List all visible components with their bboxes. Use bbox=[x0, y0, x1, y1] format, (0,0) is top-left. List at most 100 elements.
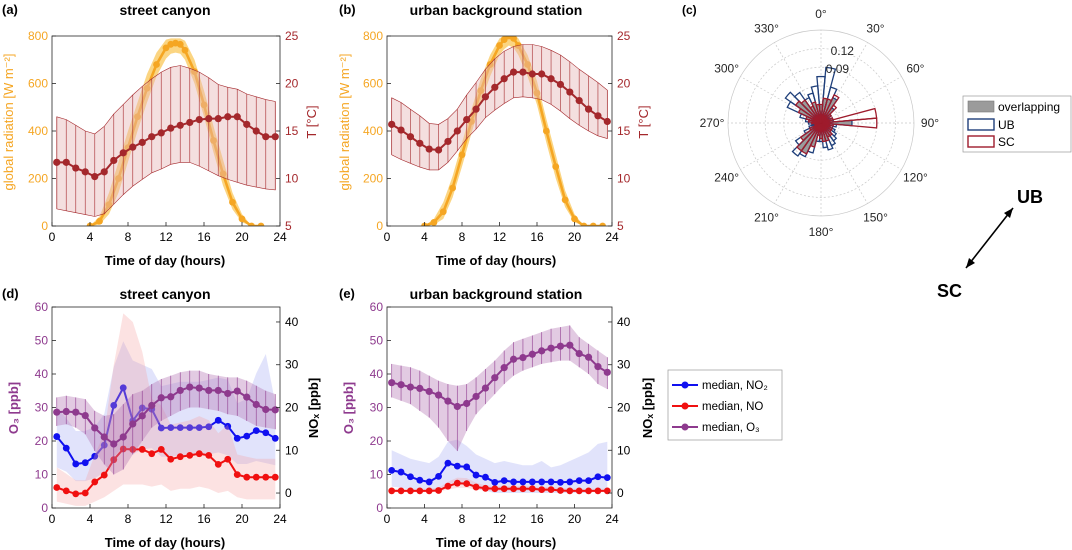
point-no2 bbox=[435, 472, 442, 480]
polar-bar-sc bbox=[810, 101, 822, 124]
y-left-tick-label: 20 bbox=[35, 434, 49, 448]
y-left-tick-label: 30 bbox=[370, 401, 384, 415]
polar-spoke bbox=[740, 122, 822, 170]
x-tick-label: 8 bbox=[459, 512, 466, 526]
y-right-tick-label: 5 bbox=[617, 219, 624, 233]
polar-theta-label: 300° bbox=[714, 62, 739, 76]
point-no bbox=[252, 473, 260, 481]
point-radiation bbox=[561, 196, 569, 204]
y-right-tick-label: 10 bbox=[617, 443, 631, 457]
y-left-tick-label: 60 bbox=[35, 300, 49, 314]
y-right-tick-label: 20 bbox=[617, 401, 631, 415]
x-tick-label: 12 bbox=[159, 230, 173, 244]
point-temperature bbox=[594, 112, 602, 120]
x-tick-label: 0 bbox=[384, 230, 391, 244]
panel-a-title: street canyon bbox=[119, 2, 210, 18]
point-radiation bbox=[599, 222, 607, 226]
point-no2 bbox=[444, 459, 452, 467]
point-temperature bbox=[575, 97, 583, 105]
point-radiation bbox=[542, 127, 550, 135]
point-no2 bbox=[262, 429, 270, 437]
polar-theta-label: 0° bbox=[815, 7, 827, 21]
point-radiation bbox=[200, 101, 208, 109]
point-o3 bbox=[252, 400, 260, 409]
point-o3 bbox=[205, 386, 213, 395]
y-right-tick-label: 30 bbox=[285, 358, 299, 372]
x-tick-label: 0 bbox=[384, 512, 391, 526]
polar-spoke bbox=[820, 76, 902, 124]
panel-e-xlabel: Time of day (hours) bbox=[436, 535, 556, 550]
polar-theta-label: 240° bbox=[714, 171, 739, 185]
point-no2 bbox=[519, 478, 527, 486]
point-temperature bbox=[584, 105, 593, 113]
x-tick-label: 24 bbox=[605, 230, 619, 244]
point-no2 bbox=[53, 433, 61, 440]
point-o3 bbox=[72, 408, 80, 416]
point-no bbox=[453, 479, 461, 487]
point-no bbox=[594, 487, 602, 495]
point-no2 bbox=[453, 462, 461, 470]
point-no bbox=[53, 484, 61, 491]
plot-area bbox=[53, 313, 279, 506]
point-no2 bbox=[62, 444, 70, 452]
y-right-tick-label: 20 bbox=[285, 77, 299, 91]
point-o3 bbox=[444, 397, 452, 405]
y-left-tick-label: 800 bbox=[28, 29, 48, 43]
point-temperature bbox=[547, 75, 555, 83]
point-temperature bbox=[138, 138, 146, 146]
x-tick-label: 12 bbox=[493, 512, 507, 526]
polar-theta-label: 150° bbox=[863, 210, 888, 224]
point-no2 bbox=[271, 434, 279, 442]
point-o3 bbox=[53, 408, 61, 416]
panel-d-ylabel-right: NOₓ [ppb] bbox=[306, 378, 321, 438]
legend-swatch-sc bbox=[967, 135, 995, 148]
band-o3 bbox=[391, 325, 608, 452]
plot-c: 0° 30° 60° 90° 120° 150° 180° 210° 240° 270° 300° 3… bbox=[700, 7, 940, 239]
y-left-tick-label: 40 bbox=[35, 367, 49, 381]
point-o3 bbox=[195, 384, 203, 392]
x-tick-label: 16 bbox=[530, 230, 544, 244]
panel-c-label: (c) bbox=[682, 3, 697, 17]
point-o3 bbox=[556, 342, 565, 350]
legend-label-ub: UB bbox=[998, 118, 1015, 132]
point-temperature bbox=[157, 129, 165, 137]
x-tick-label: 4 bbox=[421, 512, 428, 526]
point-temperature bbox=[453, 127, 461, 135]
y-right-tick-label: 0 bbox=[617, 486, 624, 500]
x-tick-label: 20 bbox=[568, 512, 582, 526]
point-temperature bbox=[416, 139, 424, 147]
point-no2 bbox=[388, 466, 396, 474]
x-tick-label: 8 bbox=[459, 230, 466, 244]
point-temperature bbox=[53, 158, 61, 166]
point-no2 bbox=[224, 422, 232, 430]
point-temperature bbox=[129, 143, 137, 151]
x-tick-label: 16 bbox=[530, 512, 544, 526]
y-left-tick-label: 10 bbox=[370, 468, 384, 482]
band-no2 bbox=[391, 439, 608, 493]
legend-marker-o3 bbox=[681, 423, 689, 431]
point-o3 bbox=[233, 387, 241, 395]
polar-bar-sc bbox=[794, 100, 822, 124]
polar-theta-label: 60° bbox=[906, 62, 924, 76]
y-right-tick-label: 15 bbox=[617, 124, 631, 138]
y-right-tick-label: 0 bbox=[285, 486, 292, 500]
polar-bar-sc bbox=[820, 117, 878, 129]
point-o3 bbox=[62, 407, 70, 416]
point-no2 bbox=[557, 478, 564, 486]
point-no bbox=[547, 486, 555, 494]
polar-theta-label: 120° bbox=[903, 171, 928, 185]
point-no bbox=[397, 487, 405, 495]
point-radiation bbox=[524, 61, 532, 68]
point-no bbox=[444, 482, 452, 490]
panel-b-title: urban background station bbox=[410, 2, 583, 18]
polar-bar-sc bbox=[815, 103, 822, 124]
y-left-tick-label: 200 bbox=[28, 172, 48, 186]
y-left-tick-label: 10 bbox=[35, 468, 49, 482]
legend-swatch-overlapping bbox=[967, 100, 995, 113]
point-radiation bbox=[257, 222, 265, 226]
point-o3 bbox=[491, 374, 499, 382]
polar-bar-sc bbox=[795, 122, 822, 152]
point-radiation bbox=[458, 151, 466, 159]
point-temperature bbox=[195, 116, 203, 124]
point-no2 bbox=[566, 478, 574, 486]
